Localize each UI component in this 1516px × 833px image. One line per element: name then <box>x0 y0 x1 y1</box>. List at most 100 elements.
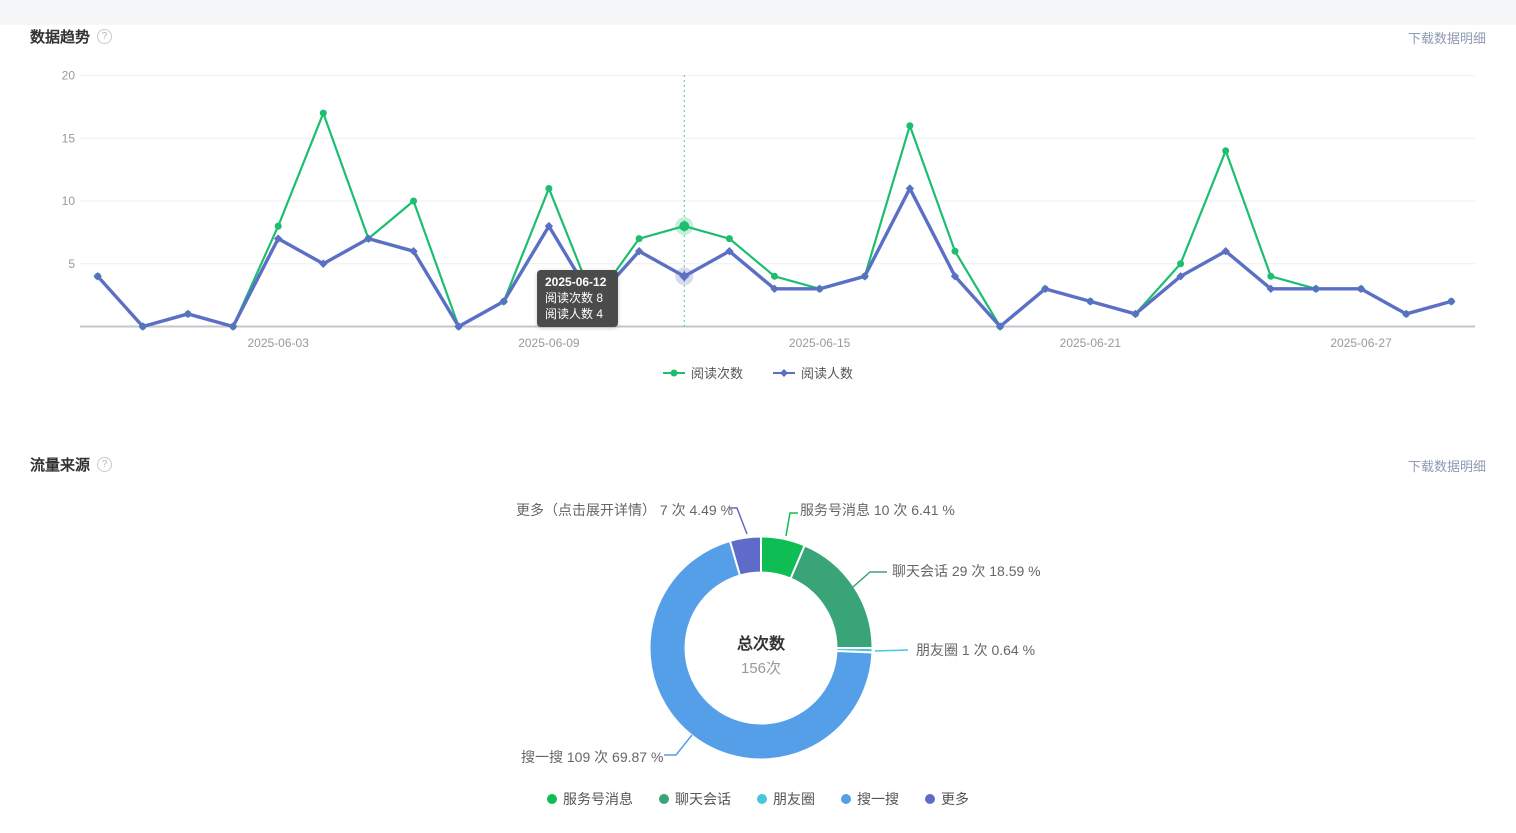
data-point-阅读人数[interactable] <box>364 234 373 243</box>
legend-label: 阅读次数 <box>690 366 743 381</box>
data-point-阅读人数[interactable] <box>228 322 238 331</box>
data-point-阅读人数[interactable] <box>409 247 418 256</box>
donut-center-label: 总次数 <box>736 636 785 653</box>
data-point-阅读人数[interactable] <box>1266 284 1276 294</box>
question-circle-icon[interactable]: ? <box>97 29 113 44</box>
x-axis-tick: 2025-06-09 <box>518 336 580 350</box>
donut-slice-更多[interactable] <box>728 535 762 577</box>
data-point-阅读人数[interactable] <box>1401 309 1411 319</box>
trend-section-title: 数据趋势 <box>30 29 91 46</box>
data-point-阅读次数[interactable] <box>1177 260 1185 268</box>
legend-dot-icon <box>841 794 851 804</box>
data-point-阅读人数[interactable] <box>1041 284 1050 294</box>
data-point-阅读人数[interactable] <box>183 309 193 319</box>
data-point-阅读人数[interactable] <box>544 221 554 231</box>
data-point-阅读次数[interactable] <box>725 235 733 243</box>
data-point-阅读人数[interactable] <box>319 259 328 268</box>
legend-label: 更多 <box>941 791 969 807</box>
data-point-阅读人数[interactable] <box>905 184 915 193</box>
data-point-阅读次数[interactable] <box>274 222 282 230</box>
trend-download-link[interactable]: 下载数据明细 <box>1407 31 1486 46</box>
chart-tooltip: 2025-06-12 阅读次数 8 阅读人数 4 <box>537 270 618 327</box>
data-point-阅读人数[interactable] <box>1131 309 1140 319</box>
data-point-阅读次数[interactable] <box>319 109 327 117</box>
leader-line-聊天会话 <box>852 571 887 588</box>
legend-label: 搜一搜 <box>857 791 899 807</box>
data-point-阅读次数[interactable] <box>1222 147 1230 155</box>
legend-dot-icon <box>925 794 935 804</box>
legend-dot-icon <box>757 794 767 804</box>
data-point-阅读人数[interactable] <box>1176 272 1185 281</box>
traffic-donut-chart[interactable] <box>0 490 1516 790</box>
legend-label: 聊天会话 <box>675 791 731 807</box>
legend-item-搜一搜[interactable]: 搜一搜 <box>841 789 899 809</box>
data-point-阅读人数[interactable] <box>1221 247 1230 256</box>
legend-item-聊天会话[interactable]: 聊天会话 <box>659 789 731 809</box>
x-axis-tick: 2025-06-27 <box>1330 336 1392 350</box>
data-point-阅读人数[interactable] <box>454 322 463 331</box>
data-point-阅读人数[interactable] <box>499 297 508 306</box>
donut-slice-搜一搜[interactable] <box>648 539 874 761</box>
data-point-阅读人数[interactable] <box>679 271 690 282</box>
source-download-link[interactable]: 下载数据明细 <box>1407 459 1486 474</box>
data-point-阅读次数[interactable] <box>951 247 959 255</box>
data-point-阅读次数[interactable] <box>545 184 553 192</box>
tooltip-row-readers: 阅读人数 4 <box>545 307 604 321</box>
data-point-阅读次数[interactable] <box>635 235 643 243</box>
donut-label-聊天会话: 聊天会话 29 次 18.59 % <box>892 563 1041 579</box>
leader-line-服务号消息 <box>785 512 798 537</box>
legend-item-朋友圈[interactable]: 朋友圈 <box>757 789 815 809</box>
data-point-阅读人数[interactable] <box>1356 284 1366 294</box>
donut-label-更多[interactable]: 更多（点击展开详情） 7 次 4.49 % <box>516 502 734 518</box>
legend-dot-icon <box>659 794 669 804</box>
leader-line-朋友圈 <box>874 649 909 652</box>
page-top-strip <box>0 0 1516 25</box>
donut-label-朋友圈: 朋友圈 1 次 0.64 % <box>916 642 1036 658</box>
x-axis-tick: 2025-06-15 <box>789 336 851 350</box>
legend-label: 服务号消息 <box>563 791 633 807</box>
data-point-阅读次数[interactable] <box>410 197 418 205</box>
legend-item-阅读次数[interactable]: 阅读次数 <box>662 363 743 382</box>
data-point-阅读人数[interactable] <box>273 234 283 243</box>
data-point-阅读次数[interactable] <box>1267 272 1275 280</box>
data-point-阅读人数[interactable] <box>93 272 102 281</box>
donut-label-服务号消息: 服务号消息 10 次 6.41 % <box>800 502 955 518</box>
donut-center-value: 156次 <box>740 660 782 677</box>
data-point-阅读人数[interactable] <box>815 284 824 294</box>
legend-item-阅读人数[interactable]: 阅读人数 <box>773 363 853 382</box>
tooltip-row-reads: 阅读次数 8 <box>545 291 604 305</box>
legend-item-服务号消息[interactable]: 服务号消息 <box>547 789 633 809</box>
data-point-阅读人数[interactable] <box>770 284 779 294</box>
series-line-阅读人数 <box>96 186 1452 329</box>
y-axis-tick: 10 <box>62 194 76 208</box>
legend-item-更多[interactable]: 更多 <box>925 789 969 809</box>
data-point-阅读次数[interactable] <box>906 122 914 130</box>
series-line-阅读次数 <box>96 112 1452 328</box>
leader-line-搜一搜 <box>664 734 693 756</box>
circle-line-icon <box>662 369 685 376</box>
trend-legend: 阅读次数 阅读人数 <box>0 363 1516 382</box>
diamond-line-icon <box>773 368 795 377</box>
question-circle-icon[interactable]: ? <box>97 457 113 472</box>
legend-label: 朋友圈 <box>773 791 815 807</box>
data-point-阅读人数[interactable] <box>138 322 148 331</box>
data-point-阅读次数[interactable] <box>771 272 778 280</box>
data-point-阅读人数[interactable] <box>634 247 644 256</box>
data-point-阅读人数[interactable] <box>995 322 1005 331</box>
y-axis-tick: 15 <box>62 131 76 145</box>
data-point-阅读人数[interactable] <box>725 247 734 256</box>
data-point-阅读人数[interactable] <box>1311 284 1321 294</box>
trend-line-chart[interactable]: 5 10 15 20 2025-06-03 2025-06-09 2025-06-15 202… <box>0 60 1516 360</box>
data-point-阅读人数[interactable] <box>950 272 960 281</box>
source-section-header: 流量来源 ? <box>30 454 113 475</box>
legend-label: 阅读人数 <box>801 366 854 381</box>
data-point-阅读人数[interactable] <box>860 272 869 281</box>
traffic-legend: 服务号消息 聊天会话 朋友圈 搜一搜 更多 <box>0 789 1516 809</box>
trend-section-header: 数据趋势 ? <box>30 26 113 47</box>
data-point-阅读次数[interactable] <box>679 221 690 232</box>
x-axis-tick: 2025-06-21 <box>1060 336 1122 350</box>
donut-label-搜一搜: 搜一搜 109 次 69.87 % <box>521 749 664 765</box>
data-point-阅读人数[interactable] <box>1086 297 1095 306</box>
donut-center: 总次数 156次 <box>681 630 841 678</box>
data-point-阅读人数[interactable] <box>1447 297 1456 306</box>
